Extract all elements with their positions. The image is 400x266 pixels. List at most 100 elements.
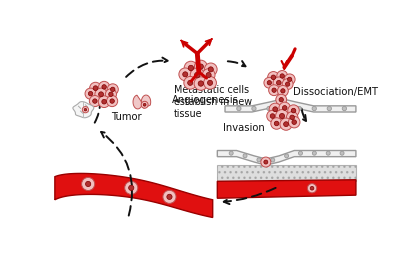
Circle shape — [204, 63, 217, 76]
Circle shape — [290, 115, 294, 120]
Circle shape — [310, 186, 314, 190]
Circle shape — [270, 114, 275, 118]
Circle shape — [267, 106, 271, 111]
Circle shape — [102, 99, 106, 104]
Circle shape — [198, 81, 204, 86]
Circle shape — [93, 99, 97, 103]
Circle shape — [105, 89, 116, 100]
Circle shape — [252, 106, 256, 111]
Circle shape — [179, 68, 192, 81]
Circle shape — [204, 76, 216, 89]
Circle shape — [264, 77, 275, 88]
Circle shape — [194, 77, 208, 90]
Circle shape — [279, 102, 290, 114]
Circle shape — [188, 80, 193, 85]
Circle shape — [272, 88, 276, 92]
Circle shape — [292, 120, 296, 124]
Circle shape — [257, 158, 261, 162]
Circle shape — [243, 154, 247, 158]
Circle shape — [86, 181, 91, 186]
Circle shape — [264, 160, 268, 164]
Circle shape — [297, 106, 301, 111]
Circle shape — [276, 94, 287, 105]
Circle shape — [268, 72, 279, 83]
Circle shape — [286, 112, 298, 123]
Circle shape — [188, 65, 194, 71]
Circle shape — [143, 103, 146, 106]
Circle shape — [327, 106, 332, 111]
Circle shape — [282, 106, 287, 110]
Polygon shape — [217, 151, 356, 165]
Circle shape — [184, 61, 198, 75]
Circle shape — [269, 103, 281, 115]
Text: Tumor: Tumor — [111, 112, 142, 122]
Polygon shape — [217, 165, 356, 181]
Circle shape — [183, 72, 188, 77]
Circle shape — [198, 64, 203, 69]
Circle shape — [280, 118, 292, 130]
Polygon shape — [133, 95, 142, 109]
Circle shape — [298, 151, 302, 155]
Circle shape — [208, 67, 213, 72]
Circle shape — [274, 121, 279, 126]
Text: Dissociation/EMT: Dissociation/EMT — [294, 87, 378, 97]
Circle shape — [288, 77, 292, 81]
Circle shape — [89, 95, 100, 107]
Text: Metastatic cells
establish in new
tissue: Metastatic cells establish in new tissue — [174, 85, 252, 119]
Circle shape — [93, 86, 98, 90]
Circle shape — [340, 151, 344, 155]
Polygon shape — [217, 180, 356, 198]
Polygon shape — [225, 99, 356, 112]
Circle shape — [271, 158, 275, 162]
Circle shape — [269, 85, 280, 95]
Circle shape — [208, 80, 213, 85]
Circle shape — [194, 72, 200, 78]
Circle shape — [102, 85, 106, 89]
Circle shape — [277, 70, 288, 81]
Circle shape — [326, 151, 330, 155]
Circle shape — [98, 96, 110, 107]
Circle shape — [125, 181, 138, 194]
Circle shape — [271, 75, 276, 80]
Circle shape — [286, 82, 290, 86]
Circle shape — [280, 114, 284, 119]
Circle shape — [85, 88, 96, 99]
Circle shape — [288, 105, 299, 116]
Circle shape — [312, 151, 316, 155]
Circle shape — [82, 177, 95, 190]
Text: Angiogenesis: Angiogenesis — [172, 95, 238, 105]
Circle shape — [342, 106, 346, 111]
Circle shape — [202, 69, 215, 81]
Circle shape — [279, 98, 283, 102]
Circle shape — [163, 190, 176, 203]
Circle shape — [184, 76, 196, 89]
Polygon shape — [73, 102, 94, 118]
Circle shape — [90, 82, 101, 94]
Circle shape — [194, 60, 207, 73]
Circle shape — [308, 184, 317, 193]
Circle shape — [95, 88, 107, 101]
Circle shape — [190, 68, 204, 82]
Polygon shape — [141, 95, 151, 108]
Circle shape — [278, 85, 288, 96]
Circle shape — [82, 107, 88, 113]
Circle shape — [98, 81, 110, 93]
Circle shape — [291, 108, 296, 113]
Text: Invasion: Invasion — [224, 123, 265, 133]
Circle shape — [107, 84, 118, 95]
Circle shape — [276, 110, 288, 122]
Circle shape — [206, 73, 211, 78]
Circle shape — [267, 110, 278, 122]
Circle shape — [106, 95, 118, 107]
Circle shape — [280, 74, 284, 78]
Circle shape — [98, 92, 104, 97]
Polygon shape — [55, 173, 213, 218]
Circle shape — [237, 106, 241, 111]
Circle shape — [282, 106, 286, 111]
Circle shape — [84, 109, 87, 111]
Circle shape — [129, 185, 134, 190]
Circle shape — [284, 122, 288, 127]
Circle shape — [88, 92, 93, 96]
Circle shape — [288, 116, 300, 128]
Circle shape — [276, 80, 281, 85]
